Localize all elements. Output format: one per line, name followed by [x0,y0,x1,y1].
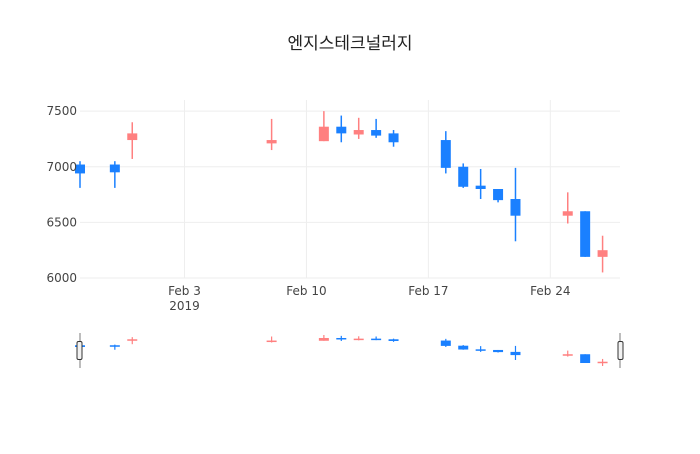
candle-body[interactable] [580,211,591,257]
candle-body[interactable] [336,126,347,134]
candle-body[interactable] [109,164,120,173]
slider-candle [475,346,486,352]
slider-candle [388,338,399,342]
candle[interactable] [388,130,399,147]
x-tick-label: Feb 3 [168,284,201,298]
slider-candle-body [580,354,591,364]
slider-candle [266,336,277,343]
candle-body[interactable] [475,185,486,189]
y-tick-label: 6500 [46,215,77,229]
candle[interactable] [580,211,591,257]
slider-candle-body [562,354,573,356]
candle[interactable] [510,167,521,242]
slider-candle-body [440,340,451,346]
slider-candle [493,349,504,353]
y-tick-label: 7000 [46,160,77,174]
candle[interactable] [475,168,486,200]
x-tick-year-label: 2019 [169,299,200,313]
slider-candle [318,335,329,341]
candle-body[interactable] [127,133,138,141]
slider-candle [580,354,591,364]
candle[interactable] [458,163,469,188]
candle[interactable] [353,117,364,139]
candle-body[interactable] [75,164,85,174]
grid-lines [80,100,620,279]
y-tick-label: 7500 [46,104,77,118]
x-tick-label: Feb 24 [530,284,570,298]
candle[interactable] [266,118,277,151]
slider-candle [353,336,364,341]
x-tick-label: Feb 10 [286,284,326,298]
slider-handle-right[interactable] [617,341,624,360]
slider-handle-left[interactable] [76,341,83,360]
candle-body[interactable] [440,140,451,168]
candle[interactable] [127,122,138,159]
range-slider[interactable] [75,333,624,368]
candle-body[interactable] [266,140,277,144]
candle[interactable] [336,115,347,143]
slider-candle [109,344,120,350]
slider-candle [562,350,573,357]
chart-title: 엔지스테크널러지 [287,34,412,54]
slider-candle-body [510,351,521,356]
candle[interactable] [440,131,451,174]
slider-candle-body [388,339,399,341]
slider-candle-body [127,339,138,341]
candle-body[interactable] [388,133,399,143]
candle-body[interactable] [493,189,504,201]
slider-candle [510,345,521,361]
slider-candle-body [336,337,347,340]
slider-candle-body [371,338,382,341]
candle[interactable] [109,161,120,188]
candles[interactable] [75,111,608,273]
slider-candle [336,335,347,341]
candle[interactable] [493,189,504,203]
slider-candle [458,345,469,350]
candle-body[interactable] [597,250,608,257]
candle-body[interactable] [562,211,573,216]
candle-body[interactable] [371,130,382,136]
y-tick-label: 6000 [46,271,77,285]
slider-candle [127,337,138,345]
candle[interactable] [318,111,329,142]
candle[interactable] [597,235,608,273]
slider-candle [440,338,451,347]
slider-candle-body [458,345,469,350]
candle[interactable] [75,161,85,188]
slider-candle [597,358,608,366]
candle-body[interactable] [458,166,469,187]
x-tick-label: Feb 17 [408,284,448,298]
candle[interactable] [562,192,573,224]
slider-candle-body [266,340,277,343]
slider-candle-body [318,337,329,341]
slider-candle-body [597,361,608,364]
candle[interactable] [371,118,382,138]
slider-candle-body [475,349,486,351]
candle-body[interactable] [353,130,364,135]
slider-candle-body [493,349,504,353]
candle-body[interactable] [318,126,329,142]
slider-candle-body [353,338,364,341]
candle-body[interactable] [510,199,521,216]
slider-candle-body [109,345,120,347]
slider-candle [371,336,382,341]
